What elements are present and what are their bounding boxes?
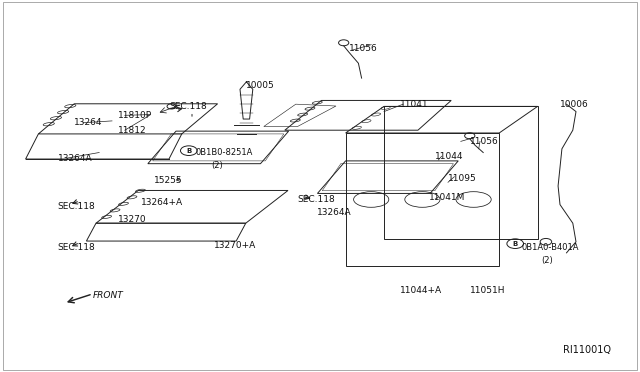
Text: 11095: 11095 [448,174,477,183]
Text: 10005: 10005 [246,81,275,90]
Text: 13264A: 13264A [58,154,92,163]
Text: 11810P: 11810P [118,111,152,120]
Text: 11044: 11044 [435,152,464,161]
Text: 11041M: 11041M [429,193,465,202]
Text: 11041: 11041 [400,100,429,109]
Text: 15255: 15255 [154,176,182,185]
Text: FRONT: FRONT [93,291,124,300]
Text: B: B [186,148,191,154]
Text: 13264+A: 13264+A [141,198,183,207]
Text: RI11001Q: RI11001Q [563,345,611,355]
Text: SEC.118: SEC.118 [170,102,207,110]
Text: 11044+A: 11044+A [400,286,442,295]
Text: 10006: 10006 [560,100,589,109]
Text: 13264: 13264 [74,118,102,127]
Text: (2): (2) [211,161,223,170]
Text: 13270+A: 13270+A [214,241,257,250]
Text: 13264A: 13264A [317,208,351,217]
Text: 0B1B0-8251A: 0B1B0-8251A [195,148,253,157]
Text: 13270: 13270 [118,215,147,224]
Text: 11051H: 11051H [470,286,506,295]
Text: 11056: 11056 [470,137,499,146]
Text: (2): (2) [541,256,552,265]
Text: SEC.118: SEC.118 [58,243,95,252]
Text: 0B1A0-B401A: 0B1A0-B401A [522,243,579,252]
Text: 11812: 11812 [118,126,147,135]
Text: SEC.118: SEC.118 [298,195,335,203]
Text: 11056: 11056 [349,44,378,53]
Text: SEC.118: SEC.118 [58,202,95,211]
Text: B: B [513,241,518,247]
